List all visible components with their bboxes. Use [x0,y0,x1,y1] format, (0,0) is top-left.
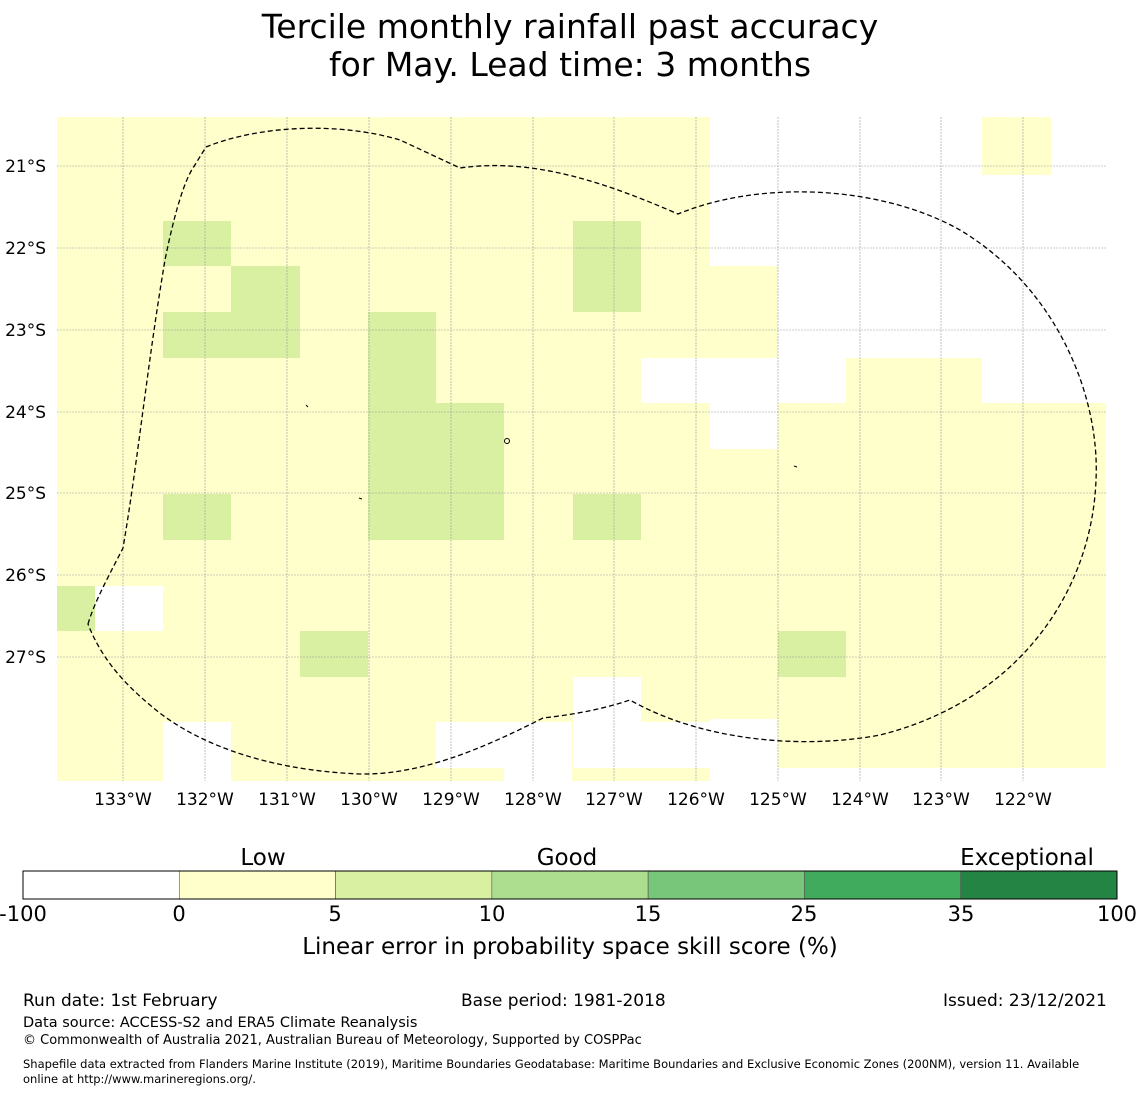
latitude-label: 24°S [5,403,46,423]
colorbar-tick-label: 25 [791,902,818,926]
longitude-label: 128°W [504,790,562,810]
colorbar-tick-labels: -100 0 5 10 15 25 35 100 [0,902,1137,926]
skill-cell-negative [504,768,572,781]
latitude-label: 25°S [5,484,46,504]
colorbar: Low Good Exceptional -100 0 5 10 15 25 3… [0,845,1137,960]
skill-cell-low [846,358,982,403]
colorbar-swatch [960,870,1118,900]
latitude-label: 26°S [5,566,46,586]
skill-cell-good [778,631,846,677]
map-title-line-2: for May. Lead time: 3 months [328,45,812,84]
skill-cell-good [573,221,641,312]
island-markers [305,404,798,500]
latitude-labels: 21°S 22°S 23°S 24°S 25°S 26°S 27°S [5,157,46,668]
longitude-labels: 133°W 132°W 131°W 130°W 129°W 128°W 127°… [94,790,1052,810]
latitude-label: 23°S [5,321,46,341]
colorbar-swatch [22,870,180,900]
skill-cell-negative [436,722,572,768]
skill-cell-good [368,403,504,540]
colorbar-frame [22,870,1118,900]
run-date: Run date: 1st February [23,991,218,1011]
colorbar-tick-label: 10 [479,902,506,926]
issued-date: Issued: 23/12/2021 [943,991,1107,1011]
skill-cell-negative [163,722,231,781]
island-marker [358,497,363,500]
skill-cell-negative [573,677,641,722]
skill-cell-good [163,221,231,266]
skill-cell-low [982,117,1051,175]
longitude-label: 124°W [831,790,889,810]
copyright-notice: © Commonwealth of Australia 2021, Austra… [23,1033,642,1048]
colorbar-tick-label: 0 [172,902,185,926]
shapefile-credit-line-1: Shapefile data extracted from Flanders M… [23,1057,1080,1071]
colorbar-swatch [804,870,962,900]
colorbar-title: Linear error in probability space skill … [302,934,838,960]
skill-cell-low [710,266,778,358]
longitude-label: 130°W [340,790,398,810]
skill-cell-low [710,449,778,719]
skill-cell-good [163,494,231,540]
colorbar-swatch [647,870,805,900]
island-marker [504,438,510,444]
skill-cell-good [163,312,300,358]
island-marker [793,465,798,468]
colorbar-swatch [178,870,336,900]
colorbar-tick-label: 15 [635,902,662,926]
skill-cell-negative [641,358,710,403]
latitude-label: 27°S [5,648,46,668]
skill-cell-good [573,494,641,540]
colorbar-swatch [335,870,493,900]
longitude-label: 126°W [667,790,725,810]
skill-cell-negative [95,586,163,631]
skill-cell-good [368,312,436,403]
longitude-label: 129°W [422,790,480,810]
latitude-label: 21°S [5,157,46,177]
colorbar-swatch [491,870,649,900]
map-title-line-1: Tercile monthly rainfall past accuracy [261,7,879,46]
longitude-label: 132°W [176,790,234,810]
shapefile-credit-line-2: online at http://www.marineregions.org/. [23,1072,256,1086]
colorbar-tick-label: 35 [948,902,975,926]
colorbar-tick-label: 100 [1097,902,1137,926]
island-marker [305,404,309,408]
skill-cell-good [57,586,95,631]
graticule [57,117,1106,781]
colorbar-category-good: Good [537,845,598,871]
eez-boundary [87,127,1097,775]
data-source: Data source: ACCESS-S2 and ERA5 Climate … [23,1015,418,1031]
colorbar-tick-label: -100 [0,902,47,926]
colorbar-tick-label: 5 [328,902,341,926]
skill-cell-negative [710,403,778,449]
skill-cells [57,117,1106,781]
longitude-label: 131°W [258,790,316,810]
longitude-label: 133°W [94,790,152,810]
longitude-label: 122°W [994,790,1052,810]
skill-cell-negative [573,722,710,768]
colorbar-category-exceptional: Exceptional [960,845,1094,871]
colorbar-category-low: Low [240,845,285,871]
longitude-label: 123°W [912,790,970,810]
longitude-label: 125°W [749,790,807,810]
map-panel: 133°W 132°W 131°W 130°W 129°W 128°W 127°… [5,117,1106,810]
colorbar-swatches [22,870,1118,900]
longitude-label: 127°W [585,790,643,810]
latitude-label: 22°S [5,239,46,259]
skill-cell-low [778,403,1106,768]
base-period: Base period: 1981-2018 [461,991,666,1011]
skill-cell-good [300,631,368,677]
skill-cell-good [231,266,300,312]
skill-cell-negative [710,358,846,403]
